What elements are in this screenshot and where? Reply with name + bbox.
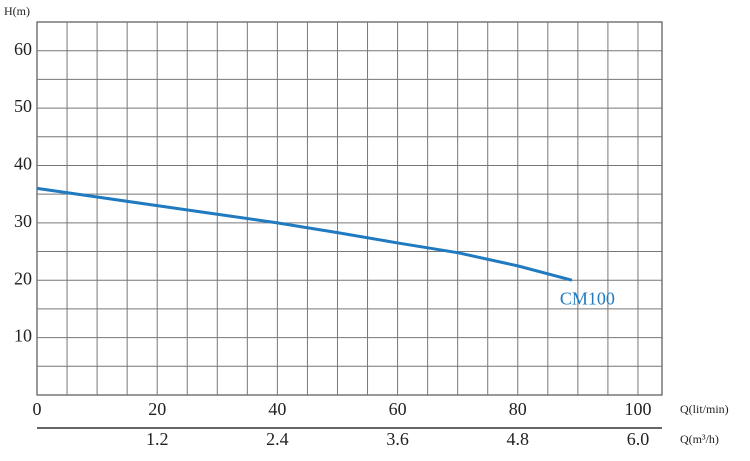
x-tick-label: 20 — [148, 399, 166, 419]
x2-tick-label: 6.0 — [627, 429, 650, 449]
x-tick-label: 40 — [268, 399, 286, 419]
y-tick-label: 30 — [14, 211, 32, 231]
plot-frame — [36, 21, 663, 396]
y-tick-label: 60 — [14, 39, 32, 59]
series-label: CM100 — [560, 288, 615, 308]
x2-tick-label: 4.8 — [507, 429, 530, 449]
y-tick-label: 10 — [14, 326, 32, 346]
x-axis-label: Q(lit/min) — [680, 402, 729, 416]
x2-axis-label: Q(m³/h) — [680, 432, 719, 446]
y-tick-label: 50 — [14, 96, 32, 116]
x2-tick-label: 3.6 — [386, 429, 409, 449]
x2-tick-label: 2.4 — [266, 429, 289, 449]
x-tick-label: 100 — [624, 399, 651, 419]
x-tick-label: 80 — [509, 399, 527, 419]
x2-tick-label: 1.2 — [146, 429, 169, 449]
x-tick-label: 60 — [389, 399, 407, 419]
y-axis-label: H(m) — [4, 4, 30, 18]
y-tick-label: 20 — [14, 268, 32, 288]
y-tick-label: 40 — [14, 154, 32, 174]
series-line — [36, 186, 573, 282]
x-tick-label: 0 — [33, 399, 42, 419]
